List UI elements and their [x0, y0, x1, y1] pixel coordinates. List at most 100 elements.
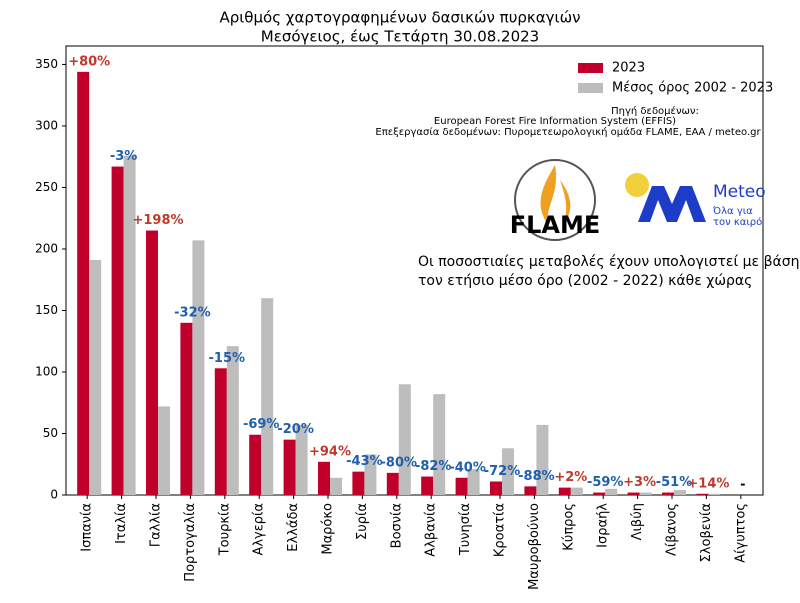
y-tick-label: 50	[43, 426, 58, 440]
bar	[89, 260, 102, 495]
source: European Forest Fire Information System …	[434, 116, 676, 127]
x-tick-label: Τυνησία	[458, 503, 473, 556]
flame-icon	[540, 165, 571, 225]
bar	[490, 481, 502, 495]
y-tick-label: 0	[50, 488, 58, 502]
bar	[433, 394, 446, 495]
change-label: -82%	[415, 459, 452, 474]
x-tick-label: Σλοβενία	[699, 503, 714, 562]
bar	[708, 493, 721, 495]
bar	[283, 439, 296, 495]
change-label: +14%	[687, 476, 729, 491]
change-label: -88%	[518, 469, 555, 484]
bar	[249, 434, 262, 495]
meteo-mark	[638, 186, 706, 222]
bar	[524, 486, 537, 495]
y-tick-label: 200	[35, 241, 58, 255]
bar	[386, 472, 399, 495]
x-tick-label: Κροατία	[493, 503, 508, 557]
x-tick-label: Λιβύη	[630, 503, 645, 540]
x-tick-label: Ισραήλ	[596, 503, 611, 548]
chart-subtitle: Μεσόγειος, έως Τετάρτη 30.08.2023	[261, 28, 539, 46]
bar	[558, 487, 571, 495]
change-label: +198%	[132, 213, 183, 228]
bar	[674, 490, 686, 495]
bar	[627, 492, 640, 495]
y-tick-label: 150	[35, 303, 58, 317]
meteo-text: Meteo	[713, 182, 766, 202]
change-label: -20%	[277, 422, 314, 437]
x-tick-label: Κύπρος	[561, 503, 576, 551]
bar	[662, 492, 674, 495]
x-tick-label: Ισπανία	[80, 503, 95, 552]
change-label: -40%	[449, 460, 486, 475]
source: Επεξεργασία δεδομένων: Πυρομετεωρολογική…	[375, 126, 761, 138]
bar	[261, 298, 274, 495]
bar	[605, 488, 618, 495]
x-tick-label: Γαλλία	[149, 503, 164, 547]
x-tick-label: Τουρκία	[217, 503, 232, 556]
bar	[593, 492, 606, 495]
bar	[639, 492, 652, 495]
bar	[364, 454, 377, 495]
change-label: -	[740, 478, 745, 493]
bar	[180, 322, 193, 495]
chart-title: Αριθμός χαρτογραφημένων δασικών πυρκαγιώ…	[219, 9, 580, 27]
x-tick-label: Πορτογαλία	[183, 503, 198, 582]
legend-swatch	[578, 63, 603, 73]
bar	[77, 71, 90, 495]
legend-swatch	[578, 83, 603, 93]
plot-frame	[65, 45, 764, 496]
bar	[192, 240, 205, 495]
flame-logo: FLAME	[510, 159, 601, 241]
change-label: -80%	[381, 455, 418, 470]
flame-emblem	[514, 159, 596, 241]
change-label: -32%	[174, 305, 211, 320]
x-tick-label: Αίγυπτος	[733, 503, 748, 563]
change-label: +80%	[68, 54, 110, 69]
y-tick-label: 350	[35, 57, 58, 71]
meteo-tagline: Όλα για	[712, 205, 753, 217]
change-label: -15%	[209, 351, 246, 366]
x-tick-label: Αλβανία	[424, 503, 439, 557]
source: Πηγή δεδομένων:	[611, 105, 699, 117]
meteo-tagline: τον καιρό	[713, 216, 762, 228]
bar	[330, 477, 342, 495]
bar	[502, 448, 514, 495]
bar	[158, 406, 170, 495]
change-label: -51%	[656, 475, 693, 490]
y-tick-label: 250	[35, 180, 58, 194]
flame-text: FLAME	[510, 211, 601, 239]
bar	[123, 155, 136, 496]
bar	[214, 368, 227, 495]
bar	[570, 487, 583, 495]
x-tick-label: Αλγερία	[252, 503, 267, 556]
legend-label: Μέσος όρος 2002 - 2023	[612, 81, 773, 96]
x-tick-label: Συρία	[355, 503, 370, 540]
change-label: -3%	[110, 149, 137, 164]
note: Οι ποσοστιαίες μεταβολές έχουν υπολογιστ…	[418, 254, 799, 270]
bar	[398, 384, 411, 495]
meteo-sun	[625, 173, 649, 197]
change-label: -59%	[587, 475, 624, 490]
x-tick-label: Ελλάδα	[286, 503, 301, 552]
x-tick-label: Λίβανος	[665, 503, 680, 556]
bar	[467, 469, 480, 495]
x-tick-label: Μαρόκο	[321, 503, 336, 555]
bar	[352, 471, 365, 495]
x-tick-label: Βοσνία	[389, 503, 404, 548]
bar	[318, 461, 330, 495]
bar	[455, 477, 468, 495]
x-tick-label: Μαυροβούνιο	[527, 503, 542, 590]
bar	[146, 230, 158, 495]
bar	[421, 476, 434, 495]
bar	[226, 346, 239, 495]
change-label: +94%	[309, 444, 351, 459]
bar	[536, 424, 549, 495]
bar	[111, 166, 124, 496]
legend-label: 2023	[612, 61, 645, 76]
change-label: +2%	[554, 470, 587, 485]
meteo-logo: Meteo Όλα για τον καιρό	[625, 173, 766, 228]
bar	[696, 493, 709, 495]
